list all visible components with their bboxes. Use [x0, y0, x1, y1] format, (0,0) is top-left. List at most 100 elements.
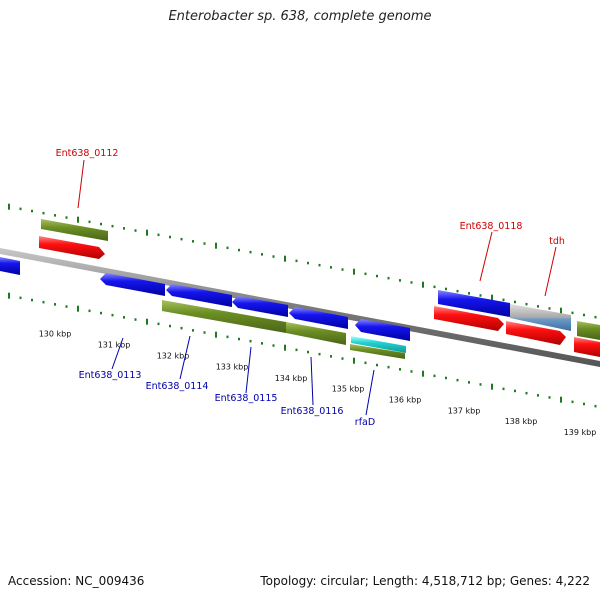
lower-minor-tick	[54, 303, 56, 306]
upper-minor-tick	[19, 207, 22, 211]
forward-gene-labels: Ent638_0112 Ent638_0118 tdh	[56, 148, 565, 297]
gene-label-ent638-0113[interactable]: Ent638_0113	[79, 370, 142, 381]
upper-minor-tick	[583, 313, 585, 317]
upper-minor-tick	[433, 285, 436, 289]
scale-labels: 130 kbp 131 kbp 132 kbp 133 kbp 134 kbp 135 k…	[39, 329, 597, 437]
upper-minor-tick	[525, 302, 528, 306]
upper-minor-tick	[479, 294, 482, 297]
lower-minor-tick	[261, 342, 263, 345]
rna-feature-rfad[interactable]	[351, 336, 406, 353]
lower-minor-tick	[203, 331, 206, 334]
upper-minor-tick	[169, 235, 171, 239]
lower-minor-tick	[42, 300, 45, 304]
lower-minor-tick	[65, 305, 68, 308]
gene-feature-right-edge[interactable]	[577, 321, 600, 340]
upper-minor-tick	[537, 305, 539, 308]
upper-minor-tick	[134, 229, 137, 232]
lower-minor-tick	[123, 316, 125, 319]
lower-minor-tick	[479, 383, 482, 386]
upper-minor-tick	[272, 255, 275, 258]
upper-minor-tick	[261, 253, 263, 256]
cds-reverse-ent638-0116[interactable]	[289, 307, 348, 329]
lower-minor-tick	[330, 355, 332, 358]
upper-minor-tick	[364, 272, 367, 276]
upper-minor-tick	[249, 250, 252, 254]
lower-minor-tick	[456, 378, 459, 382]
gene-feature-tdh[interactable]	[510, 304, 571, 331]
cds-reverse-arrow[interactable]	[0, 257, 20, 275]
upper-minor-tick	[399, 279, 401, 282]
scale-label: 134 kbp	[275, 374, 308, 383]
lower-major-tick	[422, 370, 424, 377]
upper-minor-tick	[238, 248, 240, 252]
upper-major-tick	[284, 255, 286, 262]
lower-minor-tick	[502, 387, 505, 391]
upper-minor-tick	[387, 276, 390, 280]
upper-minor-tick	[341, 268, 344, 271]
lower-minor-tick	[387, 365, 390, 369]
gene-feature-reverse-block-2[interactable]	[286, 322, 346, 345]
gene-feature-reverse-block-1[interactable]	[162, 300, 286, 333]
gene-label-ent638-0116[interactable]: Ent638_0116	[281, 406, 344, 417]
gene-feature-ent638-0112[interactable]	[41, 219, 108, 241]
cds-reverse-ent638-0113[interactable]	[100, 273, 165, 296]
scale-label: 130 kbp	[39, 329, 72, 338]
lower-minor-tick	[376, 363, 378, 367]
gene-feature-rfad[interactable]	[350, 344, 405, 359]
cds-forward-right-edge[interactable]	[574, 337, 600, 357]
gene-label-ent638-0115[interactable]: Ent638_0115	[215, 393, 278, 404]
gene-label-ent638-0114[interactable]: Ent638_0114	[146, 381, 209, 392]
upper-major-tick	[146, 229, 148, 236]
upper-minor-tick	[502, 298, 505, 302]
upper-minor-tick	[88, 220, 91, 224]
lower-minor-tick	[192, 329, 194, 332]
cds-reverse-rfad[interactable]	[355, 319, 410, 341]
lower-major-tick	[8, 292, 10, 299]
gene-label-ent638-0112[interactable]: Ent638_0112	[56, 148, 119, 159]
cds-forward-tdh[interactable]	[506, 321, 566, 345]
lower-major-tick	[284, 344, 286, 351]
lower-minor-tick	[31, 298, 33, 302]
lower-minor-tick	[341, 357, 344, 360]
upper-minor-tick	[192, 240, 194, 243]
cds-reverse-ent638-0118[interactable]	[438, 290, 510, 317]
lower-minor-tick	[537, 394, 539, 397]
upper-minor-tick	[445, 287, 447, 291]
lower-minor-tick	[399, 368, 401, 371]
upper-minor-tick	[111, 224, 114, 228]
upper-major-tick	[77, 216, 79, 223]
lower-minor-tick	[295, 348, 298, 352]
cds-forward-ent638-0118[interactable]	[434, 306, 504, 331]
scale-label: 132 kbp	[157, 352, 190, 361]
scale-label: 133 kbp	[216, 363, 249, 372]
lower-minor-tick	[364, 361, 367, 365]
cds-reverse-ent638-0115[interactable]	[232, 296, 288, 317]
cds-reverse-ent638-0114[interactable]	[166, 284, 232, 307]
upper-major-tick	[422, 281, 424, 288]
gene-label-rfad[interactable]: rfaD	[355, 417, 375, 428]
lower-minor-tick	[307, 350, 309, 354]
gene-label-tdh[interactable]: tdh	[549, 236, 565, 247]
upper-major-tick	[8, 203, 10, 210]
lower-tick-track	[8, 292, 597, 408]
lower-minor-tick	[571, 400, 574, 404]
lower-minor-tick	[594, 404, 597, 408]
lower-minor-tick	[548, 396, 551, 399]
upper-minor-tick	[514, 300, 516, 304]
lower-major-tick	[77, 305, 79, 312]
lower-minor-tick	[157, 322, 160, 326]
upper-major-tick	[560, 307, 562, 314]
lower-minor-tick	[272, 344, 275, 347]
upper-minor-tick	[571, 311, 574, 315]
upper-minor-tick	[226, 246, 229, 250]
lower-minor-tick	[19, 296, 22, 300]
lower-minor-tick	[514, 389, 516, 393]
upper-minor-tick	[376, 274, 378, 278]
upper-minor-tick	[456, 289, 459, 293]
upper-minor-tick	[42, 211, 45, 215]
upper-minor-tick	[295, 259, 298, 263]
lower-minor-tick	[583, 402, 585, 406]
cds-forward-ent638-0112[interactable]	[39, 236, 105, 259]
gene-label-ent638-0118[interactable]: Ent638_0118	[460, 221, 523, 232]
